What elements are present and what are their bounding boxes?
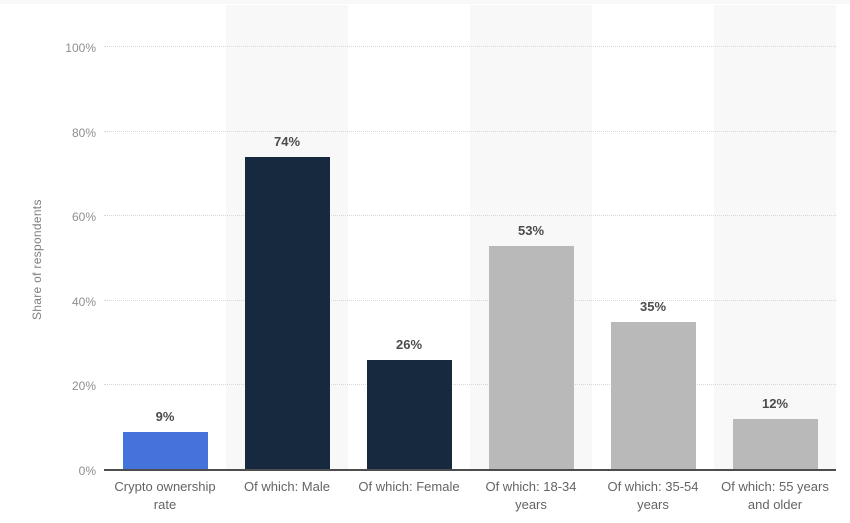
gridline xyxy=(104,299,836,301)
top-strip xyxy=(0,0,850,4)
y-tick-label: 80% xyxy=(71,125,96,140)
bar-value-label: 26% xyxy=(395,337,423,353)
x-tick-label: Of which: Male xyxy=(244,479,330,494)
plot-bands xyxy=(104,5,836,470)
bar-1[interactable] xyxy=(122,431,208,470)
x-tick-label: Of which: 18-34 years xyxy=(485,479,577,512)
y-tick-label: 60% xyxy=(71,210,96,225)
bar-value-label: 74% xyxy=(273,133,301,149)
plot-band xyxy=(714,5,836,470)
x-tick-label: Of which: 55 years and older xyxy=(721,479,829,512)
gridline xyxy=(104,384,836,386)
x-tick-label: Crypto ownership rate xyxy=(114,479,216,512)
y-tick-label: 100% xyxy=(65,41,96,55)
bar-value-label: 12% xyxy=(761,396,789,412)
plot-area: 9% 74% 26% 53% 35% 12% xyxy=(104,5,836,470)
y-tick-label: 20% xyxy=(71,379,96,394)
bar-4[interactable] xyxy=(488,245,574,470)
bar-value-label: 53% xyxy=(517,222,545,238)
x-tick-label: Of which: 35-54 years xyxy=(607,479,699,512)
bar-6[interactable] xyxy=(732,419,818,470)
plot-band xyxy=(104,5,226,470)
y-axis-title: Share of respondents xyxy=(30,199,44,321)
gridline xyxy=(104,46,836,47)
x-tick-label: Of which: Female xyxy=(358,479,460,494)
y-tick-label: 40% xyxy=(71,294,96,309)
x-axis-line xyxy=(104,469,836,471)
bar-value-label: 9% xyxy=(155,408,175,424)
gridline xyxy=(104,215,836,217)
gridline xyxy=(104,130,836,132)
bar-3[interactable] xyxy=(366,360,452,470)
bar-value-label: 35% xyxy=(639,298,667,314)
bar-2[interactable] xyxy=(244,156,330,470)
bar-5[interactable] xyxy=(610,321,696,470)
y-tick-label: 0% xyxy=(78,464,96,478)
